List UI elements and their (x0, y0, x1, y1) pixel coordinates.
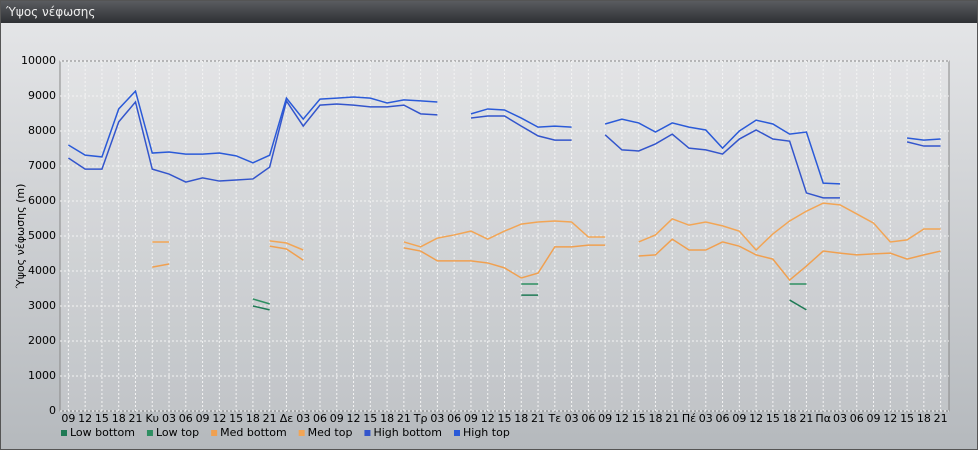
series-line (67, 89, 941, 185)
x-tick-label: 12 (212, 412, 226, 425)
title-bar: Ύψος νέφωσης (1, 1, 977, 23)
x-tick-label: 18 (917, 412, 931, 425)
x-tick-label: 18 (648, 412, 662, 425)
legend-marker (298, 430, 305, 436)
x-tick-label: 21 (531, 412, 545, 425)
x-tick-label: 18 (783, 412, 797, 425)
y-tick-label: 3000 (28, 299, 56, 312)
legend-label: Low bottom (70, 426, 135, 439)
chart: Ύψος νέφωσης (m) 0 1000 2000 3000 4000 5000 60… (14, 54, 950, 439)
x-tick-label: 09 (330, 412, 344, 425)
x-tick-label: 21 (128, 412, 142, 425)
legend-marker (146, 430, 153, 436)
legend-label: Low top (156, 426, 199, 439)
series-line (252, 294, 807, 311)
x-tick-label: 03 (162, 412, 176, 425)
x-tick-label: 06 (850, 412, 864, 425)
legend-label: High bottom (373, 426, 442, 439)
legend-marker (364, 430, 371, 436)
x-tick-label: 09 (196, 412, 210, 425)
y-tick-label: 7000 (28, 159, 56, 172)
x-tick-label: 06 (313, 412, 327, 425)
x-tick-label: Δε (280, 412, 294, 425)
x-tick-label: 21 (799, 412, 813, 425)
y-tick-label: 6000 (28, 194, 56, 207)
x-tick-label: Τρ (413, 412, 428, 425)
x-tick-label: 21 (263, 412, 277, 425)
series-line (67, 99, 941, 199)
x-tick-label: 03 (833, 412, 847, 425)
x-tick-label: 09 (732, 412, 746, 425)
x-tick-label: 21 (665, 412, 679, 425)
x-tick-label: 03 (699, 412, 713, 425)
x-tick-label: 15 (498, 412, 512, 425)
x-tick-label: 18 (380, 412, 394, 425)
series-line (152, 202, 941, 252)
legend-marker (454, 430, 460, 436)
x-tick-label: 06 (581, 412, 595, 425)
x-tick-label: 15 (900, 412, 914, 425)
y-tick-label: 8000 (28, 124, 56, 137)
series-line (252, 283, 807, 305)
x-tick-label: 09 (464, 412, 478, 425)
legend-marker (61, 430, 67, 436)
x-tick-label: 09 (61, 412, 75, 425)
x-tick-label: Πα (815, 412, 831, 425)
x-tick-label: 21 (397, 412, 411, 425)
legend-label: Med top (308, 426, 353, 439)
x-tick-label: 15 (95, 412, 109, 425)
y-tick-label: 1000 (28, 369, 56, 382)
x-tick-label: 06 (447, 412, 461, 425)
x-tick-label: 06 (179, 412, 193, 425)
y-tick-label: 2000 (28, 334, 56, 347)
x-tick-label: 18 (246, 412, 260, 425)
series-line (152, 238, 941, 282)
x-tick-label: 18 (514, 412, 528, 425)
x-tick-label: 09 (867, 412, 881, 425)
x-tick-label: 03 (296, 412, 310, 425)
x-tick-label: 18 (112, 412, 126, 425)
y-tick-label: 5000 (28, 229, 56, 242)
x-tick-label: 12 (749, 412, 763, 425)
x-tick-label: Κυ (145, 412, 159, 425)
x-tick-label: 21 (934, 412, 948, 425)
x-tick-label: 15 (363, 412, 377, 425)
x-tick-label: 15 (632, 412, 646, 425)
y-tick-label: 4000 (28, 264, 56, 277)
x-tick-label: 12 (883, 412, 897, 425)
x-tick-label: 12 (78, 412, 92, 425)
legend-label: Med bottom (220, 426, 287, 439)
x-tick-label: 12 (481, 412, 495, 425)
x-tick-label: 03 (565, 412, 579, 425)
x-tick-label: 12 (615, 412, 629, 425)
y-tick-label: 10000 (21, 54, 56, 67)
x-tick-label: Πέ (682, 412, 696, 425)
x-tick-label: 15 (766, 412, 780, 425)
x-tick-label: 03 (430, 412, 444, 425)
y-axis-label: Ύψος νέφωσης (m) (14, 184, 27, 290)
x-tick-label: Τε (547, 412, 561, 425)
y-tick-label: 0 (49, 404, 56, 417)
x-tick-label: 09 (598, 412, 612, 425)
legend-marker (211, 430, 218, 436)
legend-label: High top (463, 426, 510, 439)
x-tick-label: 15 (229, 412, 243, 425)
x-tick-label: 12 (347, 412, 361, 425)
y-tick-label: 9000 (28, 89, 56, 102)
x-tick-label: 06 (716, 412, 730, 425)
